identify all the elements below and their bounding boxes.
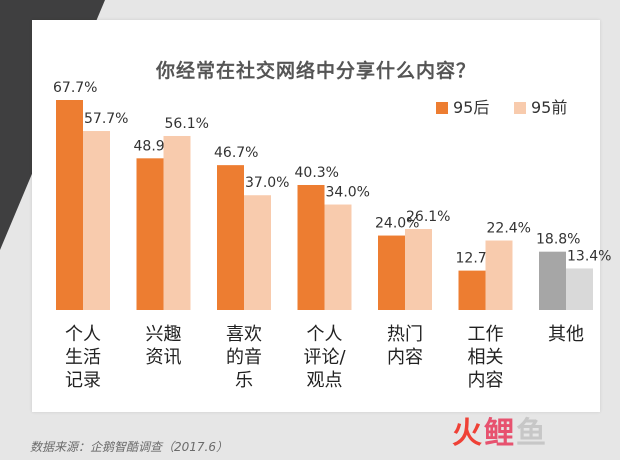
category-label-line: 记录 [65,370,101,391]
category-label-line: 乐 [235,370,253,391]
chart-card: 你经常在社交网络中分享什么内容？ [32,20,600,412]
chart-title: 你经常在社交网络中分享什么内容？ [155,60,476,82]
category-label-1: 兴趣 资讯 [129,323,199,369]
category-label-line: 内容 [467,370,504,391]
category-label-4: 热门 内容 [370,323,440,369]
bar-pre95-0 [83,131,110,310]
data-source: 数据来源：企鹅智酷调查（2017.6） [30,440,228,454]
category-label-line: 个人 [65,324,101,345]
value-label-pre95-0: 57.7% [84,111,128,127]
watermark-logo: 火鲤鱼 [452,408,548,452]
legend-swatch-0 [436,102,448,114]
category-label-line: 喜欢 [226,324,262,345]
value-label-pre95-5: 22.4% [487,221,531,237]
value-label-post95-2: 46.7% [214,145,258,161]
legend-label-0: 95后 [453,98,489,117]
bar-pre95-3 [324,204,352,310]
category-label-line: 热门 [387,324,423,345]
value-label-pre95-6: 13.4% [567,248,611,264]
value-label-pre95-3: 34.0% [326,185,370,201]
value-label-pre95-1: 56.1% [165,116,209,132]
bar-post95-6 [539,251,566,310]
category-label-line: 生活 [65,347,101,368]
category-label-line: 工作 [467,324,504,345]
category-label-line: 评论/ [303,347,346,368]
category-label-line: 资讯 [145,347,182,368]
category-label-0: 个人 生活 记录 [48,323,118,392]
bar-pre95-1 [163,135,191,310]
category-label-line: 兴趣 [145,324,182,345]
category-label-line: 的音 [226,347,262,368]
value-label-post95-4: 24.0% [375,216,419,232]
category-label-line: 相关 [467,347,504,368]
category-label-2: 喜欢 的音乐 [209,323,279,392]
bar-post95-0 [56,100,83,310]
watermark-char-2: 鲤 [484,416,516,451]
value-label-post95-3: 40.3% [295,165,339,181]
bar-post95-1 [136,158,164,310]
category-label-5: 工作 相关 内容 [451,323,521,392]
bar-pre95-5 [485,240,513,310]
watermark-char-1: 火 [452,416,484,451]
bar-post95-4 [378,235,405,310]
watermark-char-3: 鱼 [516,416,548,451]
category-label-3: 个人 评论/观点 [290,323,360,392]
bar-post95-2 [217,165,244,310]
bar-pre95-4 [405,229,432,310]
category-label-line: 观点 [306,370,343,391]
value-label-pre95-4: 26.1% [406,209,450,225]
category-label-line: 内容 [387,347,423,368]
bar-post95-3 [297,184,325,310]
bar-post95-5 [458,270,486,310]
legend-swatch-1 [514,102,526,114]
category-label-line: 个人 [306,324,343,345]
value-label-post95-0: 67.7% [53,80,97,96]
value-label-post95-6: 18.8% [536,232,580,248]
value-label-pre95-2: 37.0% [245,175,289,191]
category-label-6: 其他 [531,323,601,346]
category-label-line: 其他 [548,324,584,345]
legend-label-1: 95前 [531,98,567,117]
bar-pre95-2 [244,195,271,310]
bar-pre95-6 [566,268,593,310]
